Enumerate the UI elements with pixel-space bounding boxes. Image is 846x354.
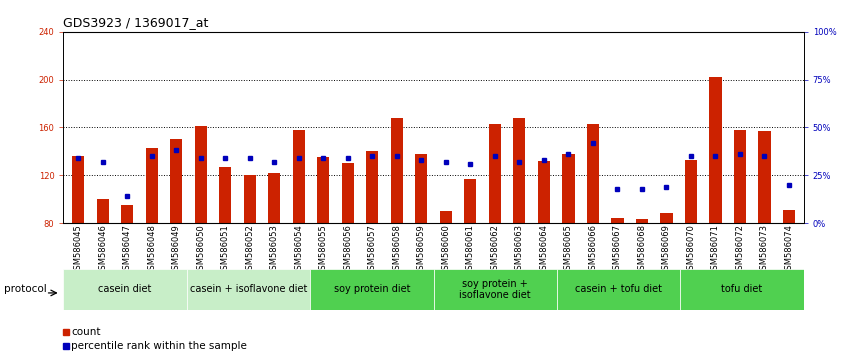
Bar [72,156,85,319]
Bar [317,157,329,319]
Bar [464,179,476,319]
Bar [244,175,255,319]
Bar [587,124,599,319]
Bar [709,77,722,319]
Bar [342,163,354,319]
Bar [758,131,771,319]
Text: soy protein +
isoflavone diet: soy protein + isoflavone diet [459,279,531,300]
Bar [733,130,746,319]
Bar [489,124,501,319]
Bar [563,154,574,319]
Bar [219,167,231,319]
Bar [514,118,525,319]
Bar [661,213,673,319]
Bar [433,269,557,310]
Bar [146,148,158,319]
Text: tofu diet: tofu diet [722,284,762,295]
Bar [187,269,310,310]
Bar [63,269,187,310]
Bar [268,173,280,319]
Bar [310,269,433,310]
Text: count: count [71,326,101,337]
Bar [783,210,795,319]
Bar [391,118,403,319]
Bar [195,126,206,319]
Text: GDS3923 / 1369017_at: GDS3923 / 1369017_at [63,16,209,29]
Bar [96,199,109,319]
Text: casein + isoflavone diet: casein + isoflavone diet [190,284,307,295]
Bar [557,269,680,310]
Text: soy protein diet: soy protein diet [333,284,410,295]
Bar [170,139,183,319]
Text: casein diet: casein diet [98,284,151,295]
Bar [366,152,378,319]
Bar [612,218,624,319]
Bar [538,161,550,319]
Bar [440,211,452,319]
Text: casein + tofu diet: casein + tofu diet [575,284,662,295]
Bar [293,130,305,319]
Bar [684,160,697,319]
Bar [636,219,648,319]
Text: percentile rank within the sample: percentile rank within the sample [71,341,247,351]
Bar [121,205,134,319]
Bar [680,269,804,310]
Text: protocol: protocol [4,284,47,295]
Bar [415,154,427,319]
